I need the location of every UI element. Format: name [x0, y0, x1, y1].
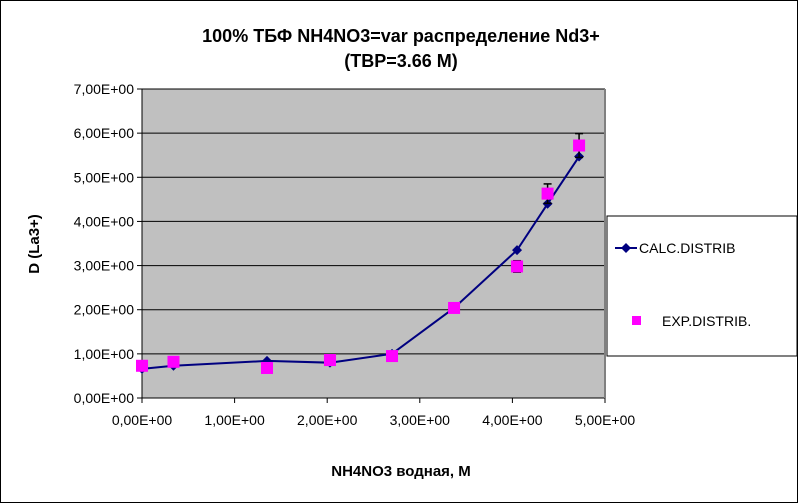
- exp-point: [261, 361, 274, 374]
- exp-point: [541, 187, 554, 200]
- legend-label-calc: CALC.DISTRIB: [639, 240, 735, 256]
- y-tick-label: 3,00E+00: [74, 258, 135, 274]
- legend-diamond-icon: [621, 243, 631, 253]
- exp-point: [136, 359, 148, 372]
- exp-point: [386, 350, 399, 363]
- legend-square-icon: [632, 316, 641, 325]
- y-tick-label: 1,00E+00: [74, 346, 135, 362]
- x-tick-label: 2,00E+00: [297, 412, 358, 428]
- y-tick-label: 5,00E+00: [74, 169, 135, 185]
- plot-area: [142, 89, 605, 398]
- y-tick-label: 0,00E+00: [74, 390, 135, 406]
- x-tick-label: 1,00E+00: [204, 412, 265, 428]
- legend-box: [606, 215, 797, 357]
- y-tick-label: 4,00E+00: [74, 213, 135, 229]
- calc-point: [512, 245, 523, 256]
- y-tick-label: 6,00E+00: [74, 125, 135, 141]
- chart-title-line2: (TBP=3.66 M): [344, 51, 458, 71]
- legend: CALC.DISTRIB EXP.DISTRIB.: [606, 215, 797, 357]
- y-axis-label: D (La3+): [26, 214, 43, 274]
- y-tick-label: 7,00E+00: [74, 81, 135, 97]
- y-tick-label: 2,00E+00: [74, 302, 135, 318]
- x-tick-label: 3,00E+00: [390, 412, 451, 428]
- exp-point: [167, 355, 180, 368]
- x-axis-label: NH4NO3 водная, М: [331, 463, 471, 480]
- legend-label-exp: EXP.DISTRIB.: [662, 313, 751, 329]
- chart-title-line1: 100% ТБФ NH4NO3=var распределение Nd3+: [202, 26, 600, 46]
- exp-point: [448, 301, 461, 314]
- x-tick-label: 4,00E+00: [482, 412, 543, 428]
- exp-point: [323, 354, 336, 367]
- x-tick-label: 0,00E+00: [112, 412, 173, 428]
- exp-point: [573, 139, 586, 152]
- x-tick-label: 5,00E+00: [575, 412, 636, 428]
- exp-point: [511, 260, 524, 273]
